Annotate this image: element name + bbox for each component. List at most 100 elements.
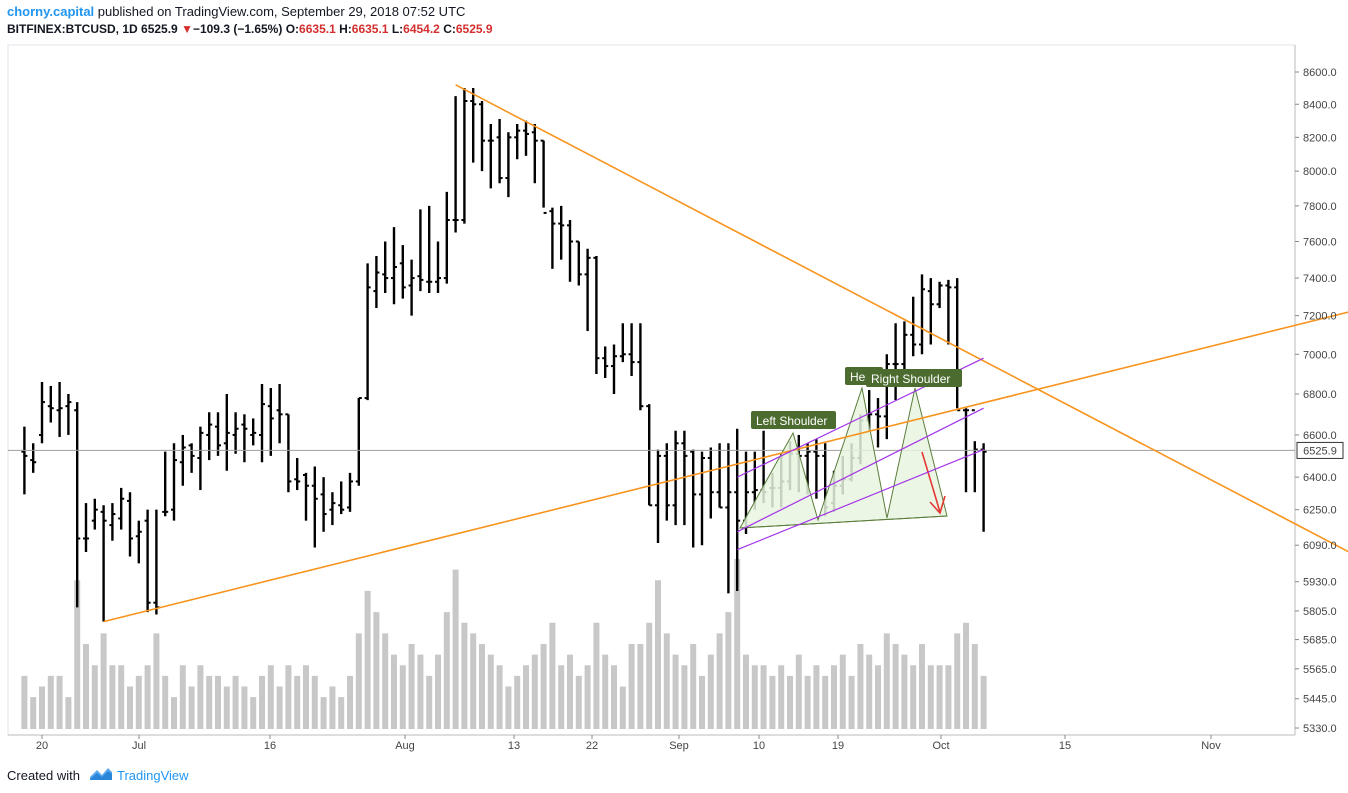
volume-bar: [760, 665, 767, 729]
volume-bar: [364, 590, 371, 729]
ohlc-bar: [294, 457, 301, 491]
ohlc-bar: [179, 434, 186, 486]
down-arrow-line: [921, 451, 941, 513]
volume-bar: [355, 633, 362, 729]
created-with-text: Created with: [7, 768, 80, 783]
price-tick-label: 8400.0: [1303, 99, 1337, 111]
volume-bar: [153, 633, 160, 729]
volume-bar: [980, 675, 987, 729]
channel-line: [736, 449, 984, 551]
volume-bar: [144, 665, 151, 729]
time-tick-label: Jul: [132, 740, 146, 752]
volume-bar: [303, 665, 309, 729]
ohlc-bar: [452, 96, 459, 233]
chart-footer: Created with TradingView: [0, 760, 1348, 793]
volume-bar: [408, 644, 415, 729]
volume-bar: [531, 654, 538, 729]
down-arrow-icon: ▼: [181, 22, 193, 36]
ohlc-bar: [558, 205, 565, 260]
volume-bar: [267, 665, 274, 729]
ohlc-bar: [646, 404, 653, 507]
volume-bar: [399, 665, 406, 729]
close-value: 6525.9: [455, 22, 493, 36]
plot-area[interactable]: [7, 44, 1296, 736]
price-tick-label: 5930.0: [1303, 577, 1337, 589]
author-link[interactable]: chorny.capital: [7, 4, 95, 19]
volume-bar: [743, 654, 749, 729]
ohlc-bar: [479, 101, 485, 172]
tradingview-brand-link[interactable]: TradingView: [117, 768, 189, 783]
ohlc-bar: [602, 346, 609, 378]
ohlc-bar: [232, 412, 239, 454]
ohlc-bar: [531, 123, 538, 184]
ohlc-bar: [514, 123, 521, 160]
ohlc-bar: [56, 381, 63, 438]
volume-bar: [21, 675, 28, 729]
trendline: [455, 84, 1348, 553]
ohlc-bar: [567, 220, 573, 282]
price-tick-label: 7400.0: [1303, 273, 1337, 285]
price-tick-label: 6800.0: [1303, 389, 1337, 401]
ohlc-bar: [619, 323, 626, 363]
ohlc-bar: [303, 472, 309, 521]
time-tick-label: 20: [36, 740, 48, 752]
volume-bar: [100, 633, 107, 729]
volume-bar: [575, 675, 582, 729]
volume-bar: [919, 644, 925, 729]
ohlc-bar: [100, 505, 107, 622]
volume-bar: [329, 686, 336, 729]
volume-bar: [910, 665, 917, 729]
ohlc-bar: [109, 503, 116, 541]
ohlc-bar: [355, 397, 362, 486]
ohlc-bar: [892, 323, 899, 401]
channel-line: [736, 407, 984, 533]
ohlc-bar: [584, 248, 591, 331]
ohlc-bar: [39, 381, 45, 444]
volume-bar: [672, 654, 679, 729]
volume-bar: [373, 612, 380, 729]
published-text: published on TradingView.com, September …: [94, 4, 466, 19]
price-axis[interactable]: 8600.0 8400.0 8200.0 8000.0 7800.0 7600.0 7400…: [1295, 67, 1337, 735]
ohlc-bar: [910, 296, 917, 357]
ohlc-bar: [426, 205, 433, 293]
ohlc-bar: [611, 344, 617, 395]
volume-bar: [690, 644, 697, 729]
volume-bar: [831, 665, 837, 729]
price-chart[interactable]: 8600.0 8400.0 8200.0 8000.0 7800.0 7600.0 7400…: [0, 0, 1348, 760]
low-value: 6454.2: [403, 22, 440, 36]
ohlc-bar: [223, 394, 230, 471]
volume-bars: [21, 559, 987, 729]
ohlc-bar: [188, 443, 195, 473]
ohlc-bar: [391, 227, 397, 305]
price-change: −109.3 (−1.65%): [192, 22, 283, 36]
high-label: H:: [339, 22, 352, 36]
price-tick-label: 8000.0: [1303, 166, 1337, 178]
ohlc-bar: [716, 443, 723, 509]
ohlc-bar: [144, 509, 151, 613]
volume-bar: [452, 569, 459, 729]
symbol-name[interactable]: BITFINEX:BTCUSD, 1D: [7, 22, 138, 36]
trendlines[interactable]: [103, 84, 1348, 623]
volume-bar: [875, 665, 881, 729]
ohlc-bar: [751, 451, 758, 510]
volume-bar: [127, 686, 133, 729]
ohlc-bar: [725, 443, 732, 594]
volume-bar: [417, 654, 424, 729]
volume-bar: [65, 697, 72, 729]
volume-bar: [135, 675, 142, 729]
publish-line: chorny.capital published on TradingView.…: [7, 4, 465, 19]
time-tick-label: 10: [753, 740, 765, 752]
ohlc-bar: [74, 402, 81, 608]
time-axis[interactable]: 20 Jul 16 Aug 13 22 Sep 10 19 Oct 15 Nov: [36, 735, 1221, 752]
ohlc-bar: [540, 139, 547, 214]
pattern-label: Right Shoulder: [871, 372, 950, 386]
volume-bar: [109, 665, 116, 729]
volume-bar: [734, 559, 741, 729]
volume-bar: [285, 665, 292, 729]
price-tick-label: 7600.0: [1303, 237, 1337, 249]
ohlc-bar: [21, 426, 28, 495]
tradingview-logo-icon[interactable]: [88, 765, 114, 783]
volume-bar: [804, 675, 811, 729]
volume-bar: [382, 633, 389, 729]
volume-bar: [487, 654, 494, 729]
